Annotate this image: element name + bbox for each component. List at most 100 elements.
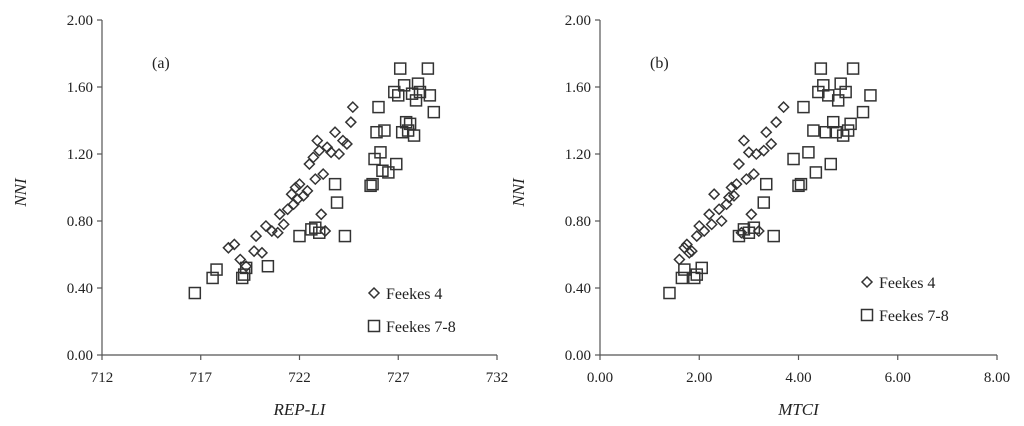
data-point — [757, 196, 771, 209]
data-point — [330, 196, 344, 209]
legend-marker-diamond — [860, 275, 874, 289]
data-point — [311, 134, 324, 147]
data-point — [409, 94, 423, 107]
y-tick-label: 1.20 — [565, 147, 591, 163]
data-point — [188, 286, 202, 300]
data-point — [328, 177, 342, 191]
data-point — [841, 124, 855, 137]
data-point — [374, 146, 387, 159]
data-point — [305, 223, 318, 236]
data-point — [747, 221, 761, 234]
data-point — [732, 157, 746, 171]
x-tick-label: 712 — [91, 370, 114, 386]
data-point — [770, 116, 783, 129]
data-point — [325, 146, 338, 159]
y-tick-label: 2.00 — [565, 13, 591, 29]
data-point — [411, 77, 425, 90]
data-point — [206, 271, 219, 285]
data-point — [399, 115, 413, 129]
data-point — [328, 126, 342, 139]
data-point — [730, 178, 743, 191]
data-point — [237, 268, 251, 281]
legend-label: Feekes 4 — [879, 275, 935, 292]
data-point — [740, 173, 753, 186]
data-point — [240, 260, 253, 273]
data-point — [293, 229, 306, 243]
data-point — [427, 105, 441, 119]
data-point — [767, 229, 780, 243]
data-point — [777, 101, 790, 114]
data-point — [255, 246, 269, 259]
x-tick-label: 0.00 — [587, 370, 613, 386]
data-point — [814, 62, 828, 75]
data-point — [802, 146, 815, 159]
data-point — [372, 100, 385, 114]
data-point — [423, 89, 437, 102]
data-point — [364, 179, 377, 193]
data-point — [856, 105, 870, 119]
x-tick-label: 2.00 — [686, 370, 712, 386]
data-point — [397, 79, 411, 92]
data-point — [765, 137, 778, 151]
y-tick-label: 0.40 — [565, 281, 591, 297]
y-axis-title: NNI — [509, 177, 528, 208]
data-point — [703, 208, 716, 221]
data-point — [293, 178, 306, 191]
y-tick-label: 0.00 — [67, 348, 93, 364]
data-point — [338, 229, 352, 243]
x-tick-label: 727 — [387, 370, 410, 386]
data-point — [332, 147, 346, 161]
data-point — [307, 151, 320, 164]
series-feekes-4 — [673, 101, 790, 266]
data-point — [722, 191, 736, 204]
data-point — [826, 115, 840, 129]
data-point — [678, 263, 691, 276]
data-point — [673, 253, 686, 266]
data-point — [390, 157, 403, 171]
data-point — [698, 224, 711, 238]
panel-a: 0.00 0.40 0.80 1.20 1.60 2.00 712 717 722 727 732 R… — [11, 13, 508, 419]
data-point — [745, 208, 758, 221]
legend-marker-diamond — [367, 286, 381, 300]
data-point — [346, 101, 359, 114]
data-point — [693, 219, 706, 233]
x-tick-label: 4.00 — [785, 370, 811, 386]
data-point — [393, 62, 407, 75]
data-point — [846, 62, 860, 75]
data-point — [249, 230, 263, 243]
y-tick-label: 1.60 — [565, 80, 591, 96]
data-point — [309, 173, 322, 186]
x-tick-label: 717 — [190, 370, 213, 386]
data-point — [675, 271, 689, 285]
data-point — [737, 134, 750, 147]
legend: Feekes 4 Feekes 7-8 — [367, 286, 456, 336]
data-point — [715, 214, 728, 228]
legend: Feekes 4 Feekes 7-8 — [860, 275, 949, 325]
x-tick-label: 6.00 — [885, 370, 911, 386]
data-point — [713, 203, 726, 216]
data-point — [315, 208, 328, 221]
data-point — [685, 245, 698, 258]
data-point — [705, 218, 718, 231]
y-tick-label: 0.80 — [67, 214, 93, 230]
x-axis-title: REP-LI — [273, 400, 327, 419]
data-point — [864, 89, 877, 102]
data-point — [271, 226, 284, 239]
data-point — [289, 181, 302, 194]
data-point — [317, 168, 330, 181]
data-point — [407, 129, 421, 142]
data-point — [809, 166, 823, 179]
data-point — [759, 177, 773, 191]
legend-label: Feekes 7-8 — [879, 308, 949, 325]
series-feekes-7-8 — [663, 62, 877, 300]
y-axis-title: NNI — [11, 177, 30, 208]
data-point — [421, 62, 435, 75]
data-point — [261, 259, 275, 273]
data-point — [382, 166, 395, 179]
data-point — [663, 286, 676, 300]
data-point — [235, 271, 249, 285]
data-point — [273, 208, 286, 221]
data-point — [690, 230, 703, 243]
data-point — [313, 144, 326, 157]
x-tick-label: 722 — [288, 370, 311, 386]
